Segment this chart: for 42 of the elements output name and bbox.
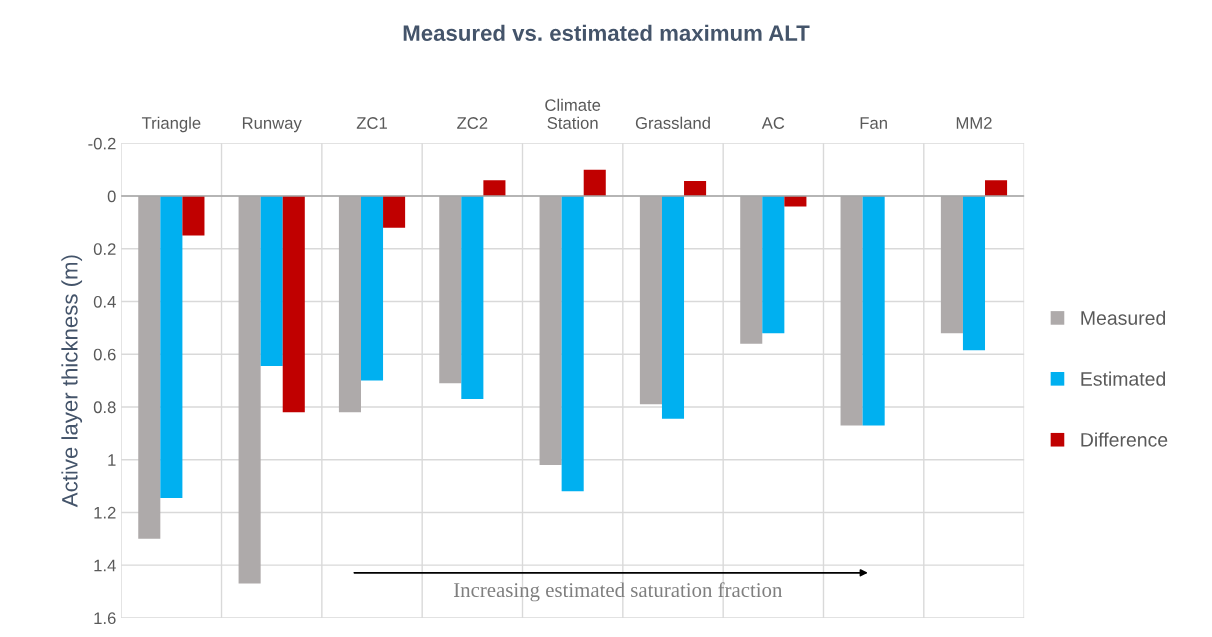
bar [360, 196, 384, 381]
x-tick-label: ZC1 [356, 117, 387, 129]
legend-label: Estimated [1081, 371, 1166, 386]
x-tick-label: ZC2 [457, 117, 488, 129]
x-tick-label: Grassland [635, 116, 710, 129]
legend-label: Difference [1081, 432, 1168, 447]
x-tick-label: MM2 [956, 117, 992, 129]
bar [684, 181, 707, 197]
bar [985, 180, 1008, 197]
bar [160, 196, 183, 498]
bar [962, 196, 986, 351]
y-tick-label: 0.2 [93, 243, 116, 255]
bar [862, 196, 885, 426]
y-tick-label: 0.6 [93, 348, 116, 361]
bar [182, 196, 205, 236]
bar [583, 169, 606, 197]
y-tick-label: 1.4 [94, 559, 116, 572]
bar [784, 196, 807, 207]
bar [383, 196, 406, 228]
y-tick-label: 0.4 [93, 295, 116, 308]
x-tick-label: AC [761, 117, 785, 129]
y-tick-label: 0 [107, 190, 116, 203]
y-tick-label: 1 [108, 454, 116, 466]
x-tick-label: Triangle [141, 116, 201, 133]
x-tick-label: Runway [242, 117, 302, 133]
y-axis-title: Active layer thickness (m) [61, 255, 83, 508]
legend-label: Measured [1081, 310, 1166, 325]
bar [461, 196, 484, 400]
bar [282, 196, 305, 413]
chart-title: Measured vs. estimated maximum ALT [403, 24, 810, 41]
y-tick-label: 0.8 [93, 401, 116, 414]
y-tick-label: 1.6 [94, 612, 116, 625]
bar [483, 180, 506, 197]
x-tick-label: Climate Station [545, 98, 601, 129]
x-tick-label: Fan [860, 117, 887, 129]
annotation: Increasing estimated saturation fraction [453, 582, 783, 602]
bar [661, 196, 685, 419]
y-tick-label: -0.2 [88, 137, 116, 150]
y-tick-label: 1.2 [94, 506, 116, 519]
bar [561, 196, 584, 492]
bar [762, 196, 785, 334]
bar [260, 196, 283, 367]
